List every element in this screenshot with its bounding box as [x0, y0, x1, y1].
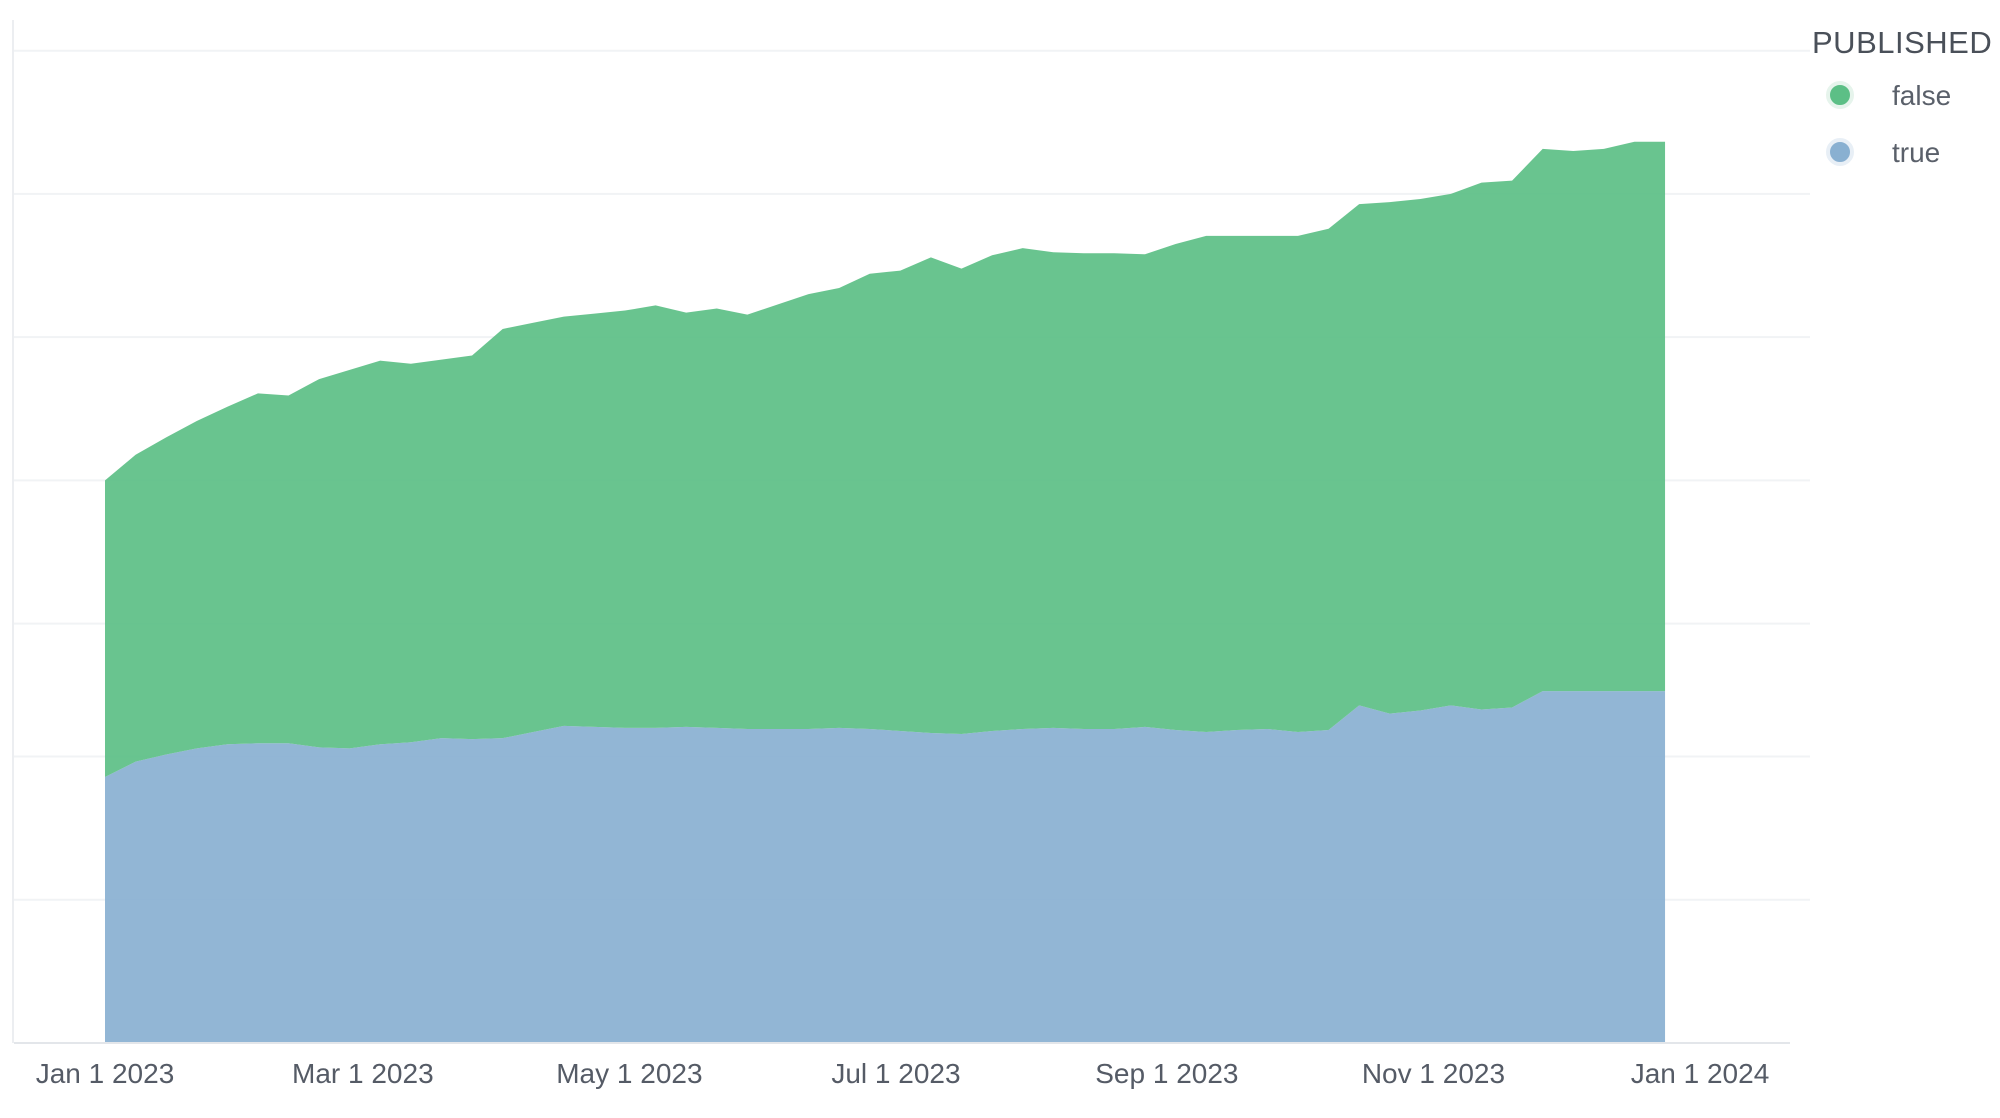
- legend-label-false: false: [1892, 80, 1951, 111]
- x-tick-label: Nov 1 2023: [1362, 1058, 1505, 1089]
- legend-item-false[interactable]: false: [1826, 80, 1951, 111]
- x-tick-label: Jul 1 2023: [831, 1058, 960, 1089]
- legend-swatch-false: [1826, 81, 1854, 109]
- x-tick-label: Mar 1 2023: [292, 1058, 434, 1089]
- area-series-true[interactable]: [105, 691, 1666, 1043]
- legend-title: PUBLISHED: [1812, 25, 1992, 60]
- legend-item-true[interactable]: true: [1826, 137, 1940, 168]
- x-tick-label: Jan 1 2023: [36, 1058, 175, 1089]
- legend-swatch-true: [1826, 138, 1854, 166]
- x-tick-label: Sep 1 2023: [1095, 1058, 1238, 1089]
- area-series-false[interactable]: [105, 141, 1666, 778]
- x-axis: Jan 1 2023 Mar 1 2023 May 1 2023 Jul 1 2023…: [36, 1058, 1770, 1089]
- legend-label-true: true: [1892, 137, 1940, 168]
- legend: PUBLISHED false true: [1812, 25, 1992, 168]
- x-tick-label: May 1 2023: [556, 1058, 702, 1089]
- x-tick-label: Jan 1 2024: [1631, 1058, 1770, 1089]
- plot-area: [105, 141, 1666, 1043]
